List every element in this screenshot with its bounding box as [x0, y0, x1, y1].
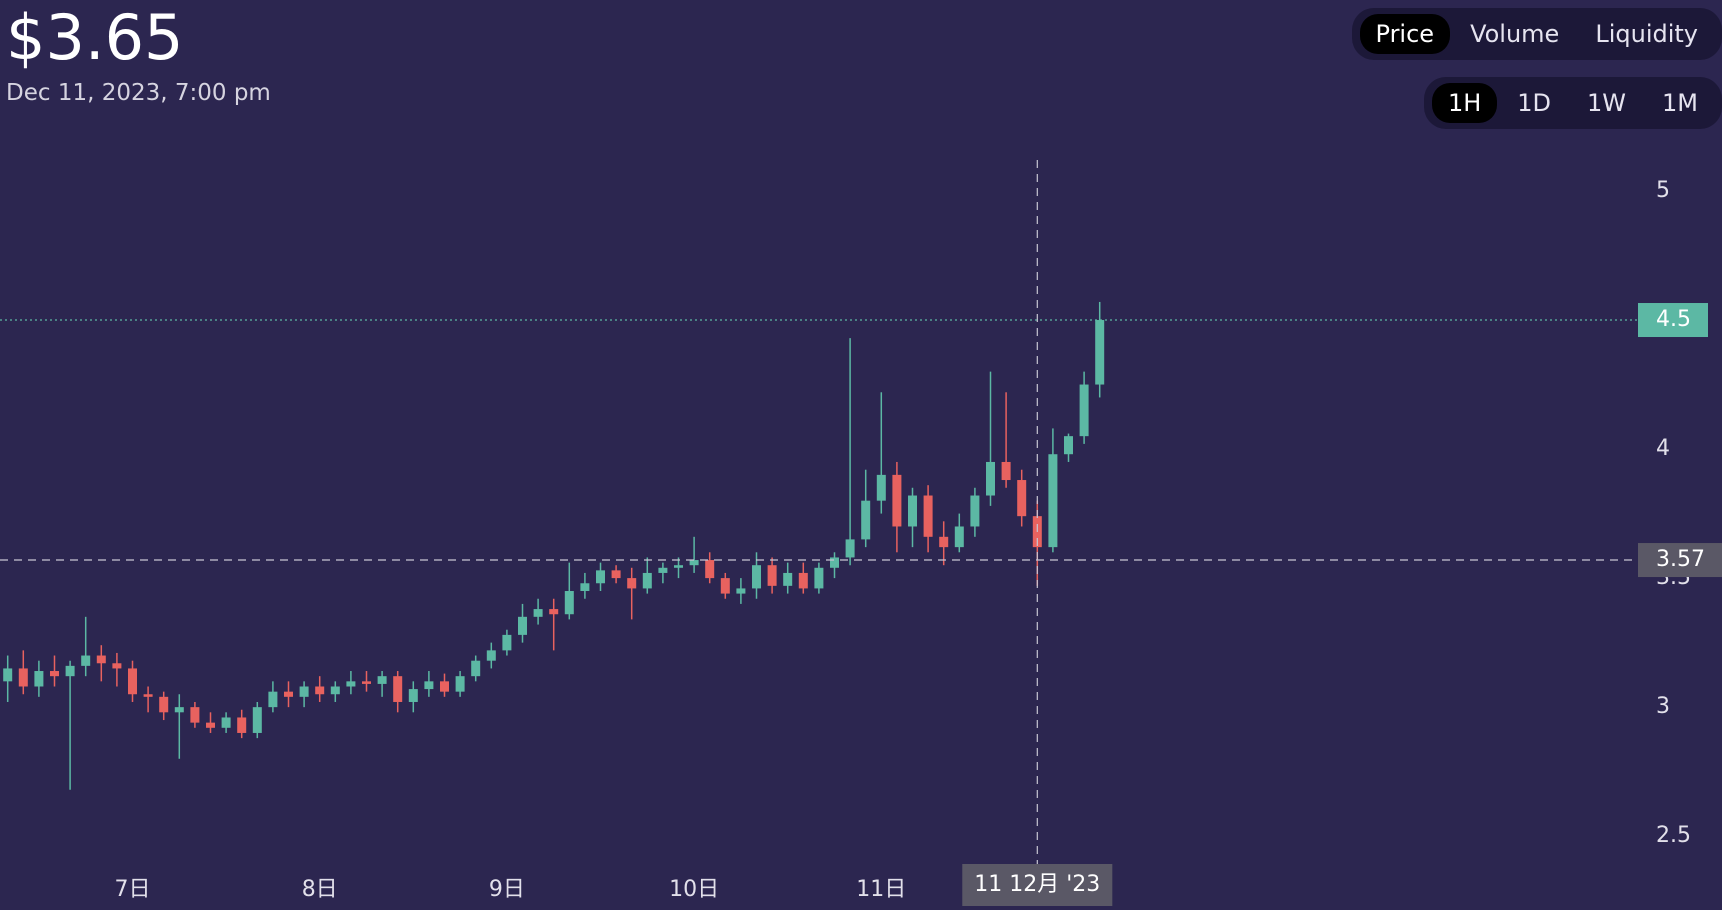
tab[interactable]: Liquidity	[1595, 20, 1698, 48]
candle-body	[658, 567, 668, 573]
crosshair-price-box	[1638, 543, 1722, 578]
candle-body	[611, 570, 621, 579]
candle-body	[767, 565, 777, 586]
candle-body	[128, 668, 137, 695]
candle-body	[252, 707, 262, 733]
candle-body	[1048, 454, 1058, 548]
candle-body	[596, 570, 605, 584]
candle-body	[174, 707, 184, 713]
candle-body	[65, 665, 75, 677]
candle-body	[861, 500, 871, 540]
candle-body	[143, 694, 153, 697]
candle-body	[206, 722, 215, 728]
candle-body	[190, 707, 200, 723]
candle-body	[752, 565, 761, 589]
x-tick-label: 8日	[302, 877, 338, 902]
interval-tabs: 1H 1D 1W 1M	[1423, 77, 1722, 129]
candle-body	[705, 560, 715, 579]
price-date: Dec 11, 2023, 7:00 pm	[6, 80, 271, 106]
candle-body	[1017, 480, 1027, 517]
candle-body	[564, 591, 574, 615]
candle-body	[471, 660, 481, 677]
candle-body	[720, 578, 730, 594]
candle-body	[1095, 320, 1105, 385]
x-tick-label: 11日	[856, 877, 906, 902]
candle-body	[18, 668, 28, 687]
crosshair-price-label: 3.57	[1656, 547, 1705, 572]
candle-body	[627, 578, 637, 589]
candle-body	[221, 717, 231, 728]
candle-body	[830, 557, 839, 568]
candle-body	[268, 691, 278, 708]
candle-body	[798, 572, 808, 589]
candle-body	[330, 686, 340, 695]
crosshair-x-label: 11 12月 '23	[974, 872, 1100, 897]
candle-body	[346, 681, 356, 687]
x-tick-label: 7日	[115, 877, 151, 902]
candle-body	[518, 616, 527, 635]
candle-body	[549, 609, 559, 615]
candle-body	[440, 681, 449, 692]
candle-body	[954, 526, 964, 548]
x-tick-label: 10日	[669, 877, 719, 902]
x-tick-label: 9日	[489, 877, 525, 902]
y-tick-label: 2.5	[1656, 823, 1691, 848]
candle-body	[970, 495, 980, 527]
candle-body	[814, 567, 824, 589]
candle-body	[81, 655, 91, 666]
candle-body	[159, 696, 169, 713]
tab[interactable]: Price	[1359, 14, 1451, 54]
candle-body	[362, 681, 371, 684]
candle-body	[1001, 461, 1011, 481]
candle-body	[923, 495, 933, 537]
candle-body	[424, 681, 434, 690]
candle-body	[299, 686, 309, 697]
y-tick-label: 5	[1656, 178, 1670, 203]
candle-body	[845, 539, 855, 558]
tab[interactable]: 1M	[1662, 89, 1698, 117]
crosshair-x-box	[962, 864, 1113, 906]
candle-body	[393, 676, 403, 702]
last-price-label: 4.5	[1656, 307, 1691, 332]
candle-body	[408, 689, 418, 702]
candle-body	[1064, 436, 1073, 455]
candle-body	[237, 717, 247, 733]
candle-body	[486, 650, 496, 661]
candle-body	[986, 461, 995, 496]
last-price-box	[1638, 303, 1708, 338]
tab[interactable]: 1W	[1587, 89, 1627, 117]
candle-body	[96, 655, 106, 664]
candle-body	[642, 572, 652, 589]
candle-body	[580, 583, 590, 592]
candle-body	[377, 676, 387, 684]
candle-body	[736, 588, 746, 594]
candle-body	[908, 495, 917, 527]
candle-body	[112, 663, 122, 669]
candle-body	[1079, 384, 1089, 437]
candle-body	[50, 671, 59, 677]
candle-body	[892, 474, 902, 527]
tab[interactable]: Volume	[1470, 20, 1560, 48]
tab[interactable]: 1D	[1517, 89, 1552, 117]
candle-body	[876, 474, 886, 501]
metric-tabs: Price Volume Liquidity	[1351, 8, 1722, 60]
candle-body	[674, 565, 683, 568]
current-price: $3.65	[6, 1, 184, 74]
y-tick-label: 4	[1656, 436, 1670, 461]
tab[interactable]: 1H	[1431, 83, 1498, 123]
candle-body	[34, 671, 44, 687]
candle-body	[939, 536, 949, 548]
candle-body	[533, 609, 543, 617]
candle-body	[284, 691, 293, 697]
candle-body	[455, 676, 465, 692]
candle-body	[502, 634, 512, 651]
candle-body	[3, 668, 13, 682]
candle-body	[783, 572, 793, 586]
candle-body	[315, 686, 325, 695]
y-tick-label: 3	[1656, 694, 1670, 719]
candle-body	[689, 560, 699, 566]
